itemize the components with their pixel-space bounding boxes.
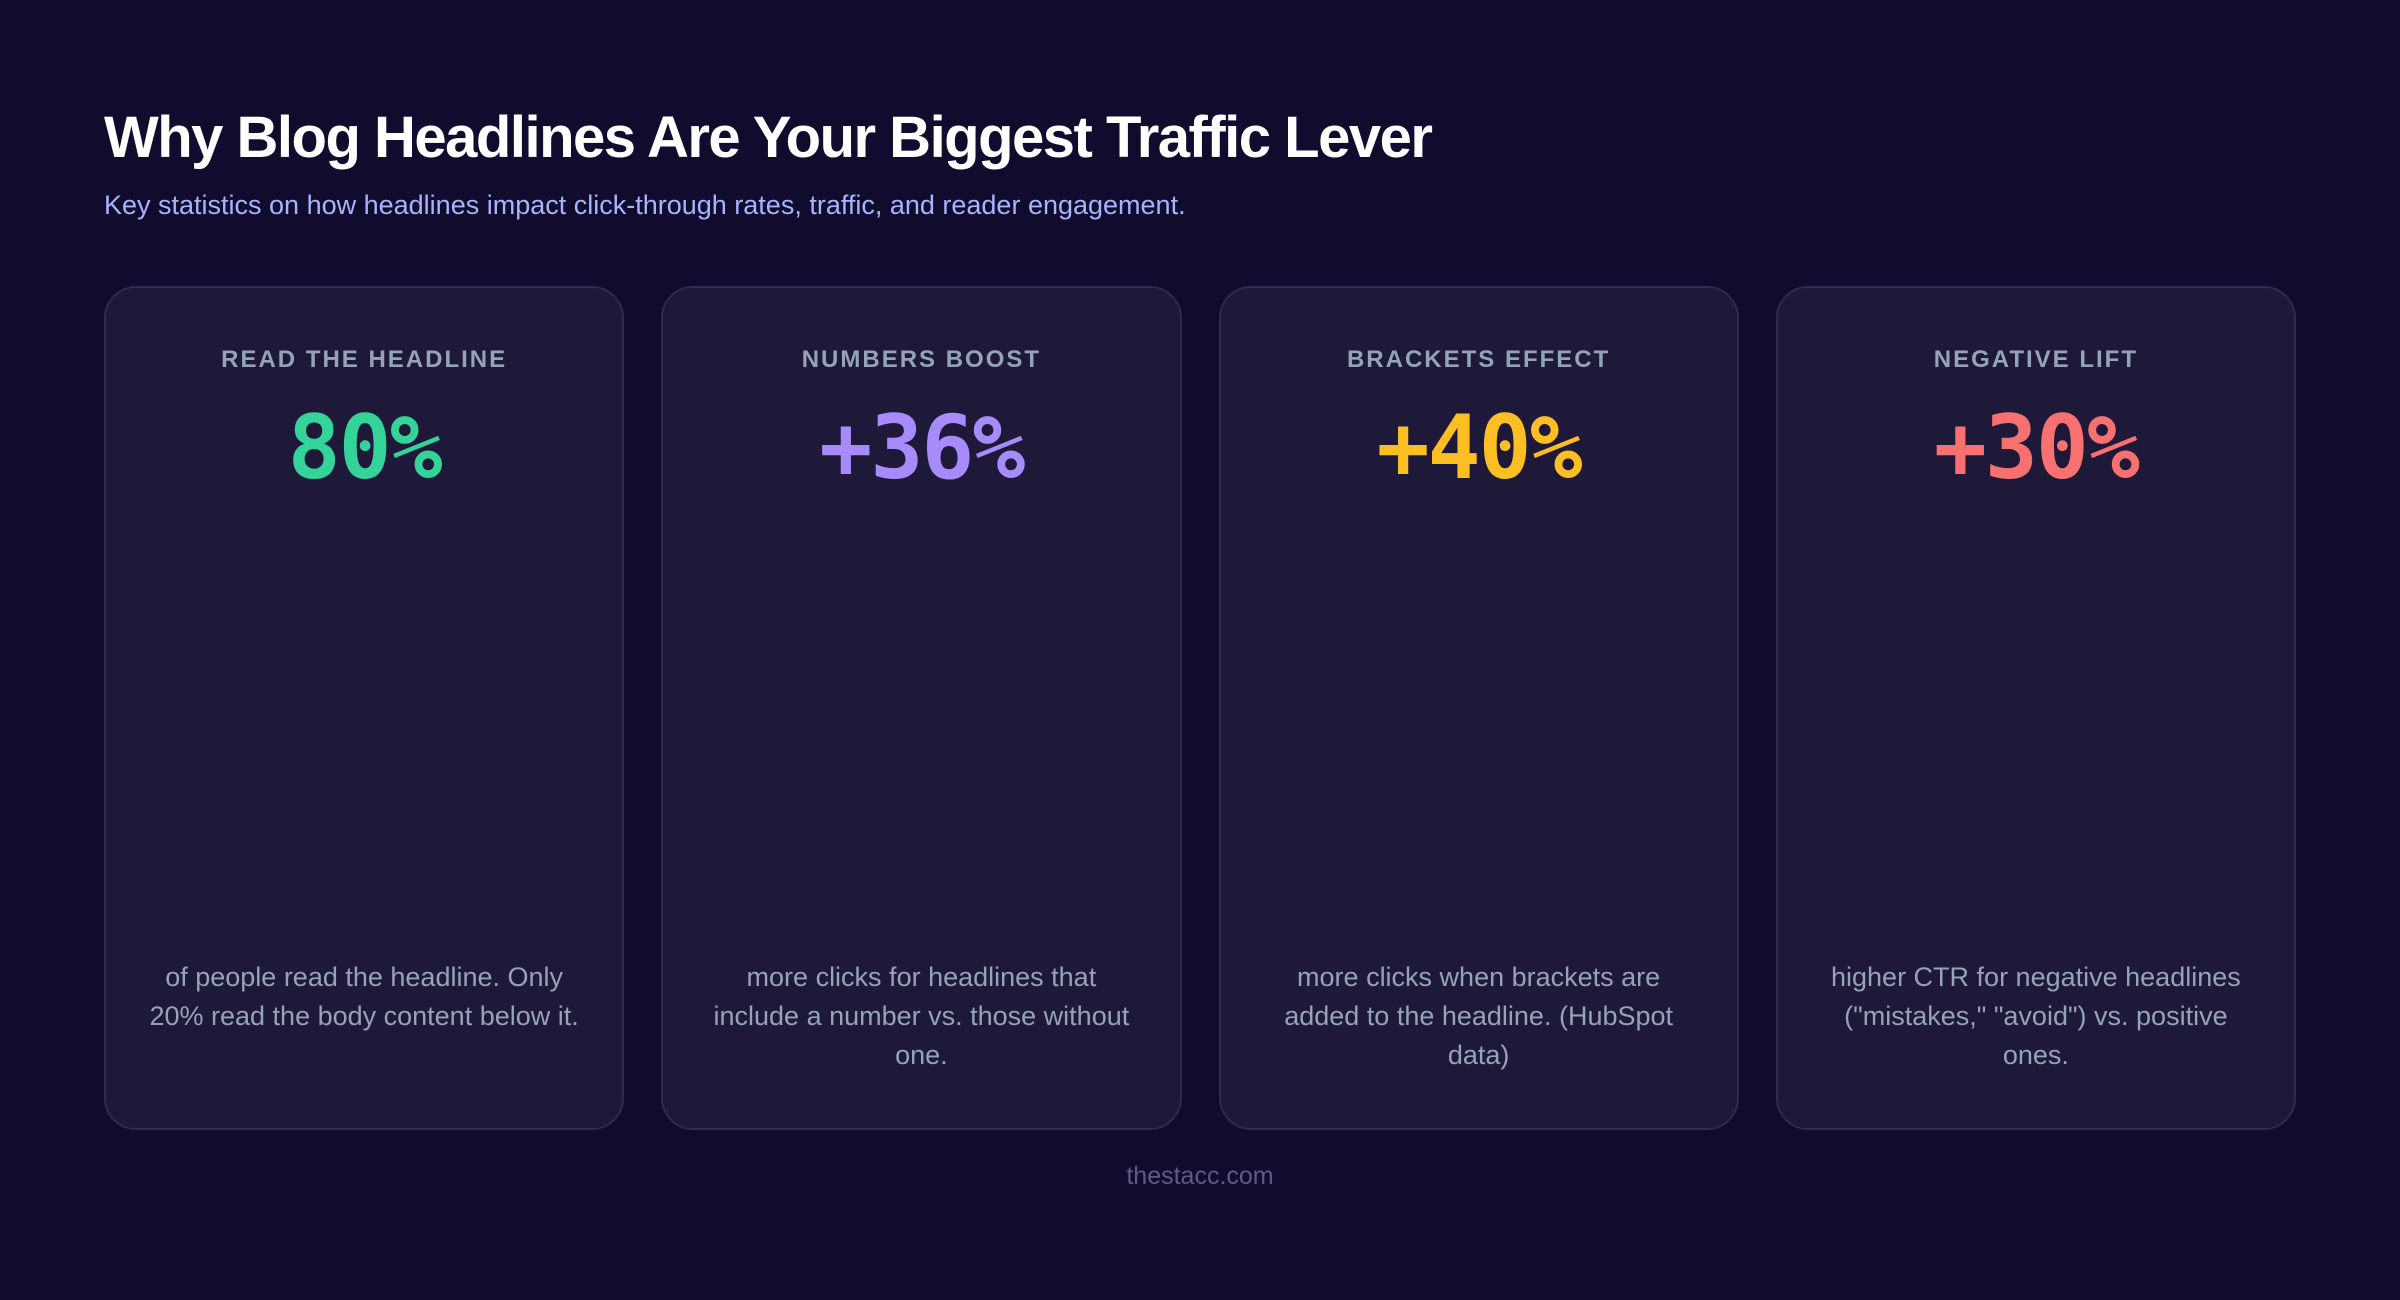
stat-label: BRACKETS EFFECT: [1346, 346, 1611, 373]
stat-value: +36%: [819, 396, 1025, 499]
source-credit: thestacc.com: [1126, 1162, 1274, 1190]
stat-card-brackets-effect: BRACKETS EFFECT +40% more clicks when br…: [1218, 286, 1739, 1130]
stat-card-read-the-headline: READ THE HEADLINE 80% of people read the…: [104, 286, 625, 1130]
stat-description: more clicks for headlines that include a…: [713, 962, 1130, 1070]
page-title: Why Blog Headlines Are Your Biggest Traf…: [104, 105, 1433, 170]
page-subtitle: Key statistics on how headlines impact c…: [104, 190, 1186, 220]
stat-description: higher CTR for negative headlines ("mist…: [1831, 962, 2241, 1070]
stat-label: NUMBERS BOOST: [801, 346, 1042, 373]
stat-card-numbers-boost: NUMBERS BOOST +36% more clicks for headl…: [661, 286, 1182, 1130]
stat-description: more clicks when brackets are added to t…: [1284, 962, 1674, 1070]
stat-value: +40%: [1376, 396, 1583, 499]
stat-cards: READ THE HEADLINE 80% of people read the…: [104, 286, 2296, 1130]
stat-description: of people read the headline. Only 20% re…: [149, 962, 579, 1031]
stat-label: READ THE HEADLINE: [221, 346, 508, 373]
stat-value: 80%: [287, 396, 443, 499]
stat-label: NEGATIVE LIFT: [1933, 346, 2138, 373]
stat-card-negative-lift: NEGATIVE LIFT +30% higher CTR for negati…: [1775, 286, 2296, 1130]
stat-value: +30%: [1933, 396, 2140, 499]
